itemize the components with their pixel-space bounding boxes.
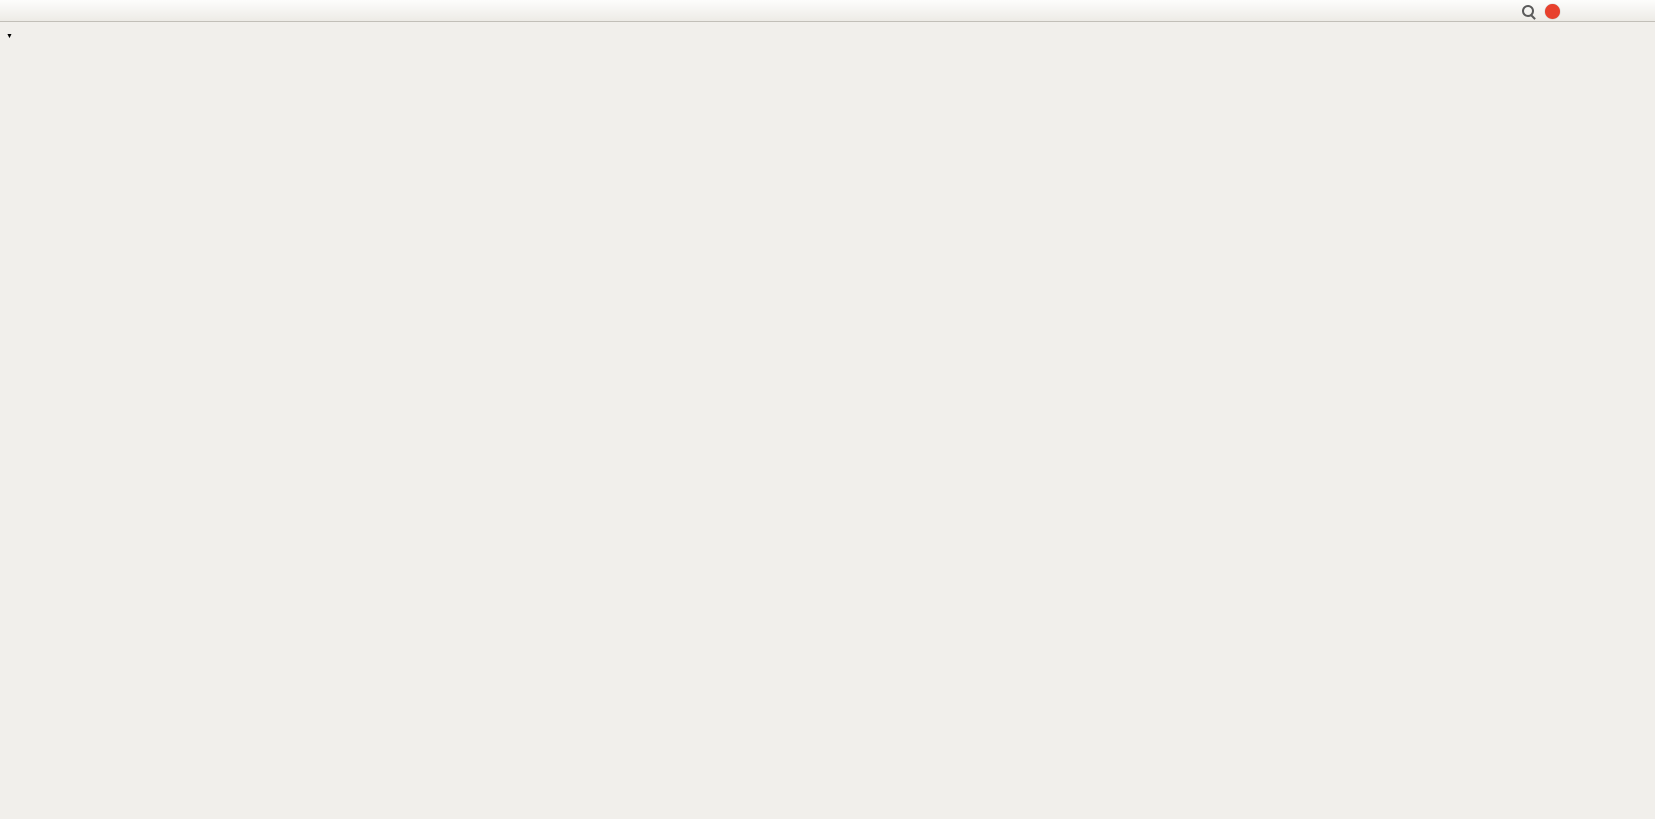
toolbar xyxy=(0,0,1655,22)
notification-badge[interactable] xyxy=(1545,3,1560,19)
search-icon[interactable] xyxy=(1522,5,1534,17)
chart-canvas[interactable] xyxy=(0,22,1655,819)
chart-window xyxy=(0,22,1655,819)
toolbar-right xyxy=(1522,0,1560,22)
